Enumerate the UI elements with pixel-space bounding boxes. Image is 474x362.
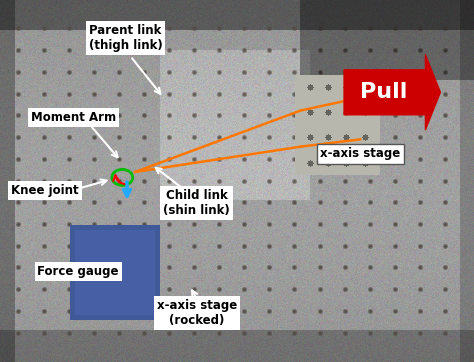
Text: Force gauge: Force gauge xyxy=(37,265,119,278)
Text: Child link
(shin link): Child link (shin link) xyxy=(164,189,230,217)
Text: Pull: Pull xyxy=(360,82,408,102)
Text: Knee joint: Knee joint xyxy=(11,184,79,197)
Text: Parent link
(thigh link): Parent link (thigh link) xyxy=(89,24,163,52)
Text: x-axis stage: x-axis stage xyxy=(320,147,401,160)
Text: Moment Arm: Moment Arm xyxy=(31,111,116,124)
Text: x-axis stage
(rocked): x-axis stage (rocked) xyxy=(156,299,237,327)
Text: x-axis stage: x-axis stage xyxy=(320,147,401,160)
